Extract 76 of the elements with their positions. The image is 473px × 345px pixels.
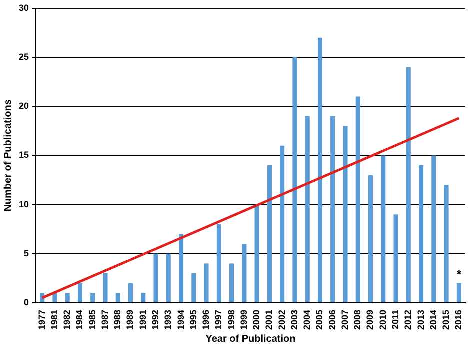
- bar: [204, 264, 209, 302]
- bar: [394, 214, 398, 302]
- x-tick-label: 2002: [276, 310, 287, 330]
- x-tick-label: 2011: [390, 310, 400, 330]
- x-tick-label: 2005: [314, 310, 325, 330]
- x-axis-title: Year of Publication: [206, 334, 296, 345]
- bar: [103, 274, 108, 302]
- x-tick-label: 1989: [125, 310, 136, 330]
- bar: [242, 244, 247, 302]
- y-tick-label: 10: [18, 199, 30, 210]
- bar: [216, 224, 222, 302]
- y-axis-title: Number of Publications: [2, 99, 14, 212]
- x-tick-label: 2016: [454, 310, 464, 330]
- bar: [456, 283, 462, 302]
- x-tick-label: 1992: [150, 310, 160, 330]
- bar: [166, 254, 171, 302]
- x-tick-label: 2012: [403, 310, 414, 330]
- y-tick-label: 15: [18, 150, 30, 160]
- bar: [141, 293, 146, 302]
- x-tick-label: 1995: [188, 310, 198, 330]
- bar: [192, 274, 196, 302]
- bar: [230, 264, 234, 302]
- x-tick-label: 1991: [138, 310, 148, 330]
- bar: [154, 254, 158, 302]
- y-tick-label: 30: [18, 2, 30, 13]
- x-tick-label: 2003: [289, 310, 300, 330]
- x-tick-label: 2006: [327, 310, 338, 330]
- bar: [116, 293, 120, 302]
- bar: [254, 204, 260, 302]
- x-tick-label: 2014: [428, 310, 438, 330]
- y-tick-label: 20: [18, 101, 30, 112]
- bar: [292, 57, 298, 302]
- bar: [419, 166, 424, 302]
- x-tick-label: 1993: [163, 310, 174, 330]
- bar: [330, 116, 336, 302]
- x-tick-label: 2010: [378, 310, 388, 330]
- x-tick-label: 1998: [226, 310, 236, 330]
- bar: [406, 67, 411, 302]
- bar: [444, 185, 449, 302]
- x-tick-label: 1981: [49, 310, 60, 330]
- y-tick-label: 0: [24, 297, 30, 308]
- bar: [179, 234, 184, 302]
- bar: [305, 116, 310, 302]
- bar: [343, 126, 348, 302]
- x-tick-label: 1997: [214, 310, 224, 330]
- y-tick-label: 5: [24, 248, 30, 258]
- bar: [318, 38, 322, 302]
- x-tick-label: 2001: [264, 310, 274, 330]
- x-tick-label: 1985: [87, 310, 98, 330]
- x-tick-label: 1977: [36, 310, 47, 330]
- bar: [128, 283, 134, 302]
- bar: [368, 175, 374, 302]
- y-tick-label: 25: [18, 52, 30, 62]
- x-tick-label: 2000: [252, 310, 262, 330]
- x-tick-label: 1999: [238, 310, 249, 330]
- x-tick-label: 2008: [352, 310, 363, 330]
- x-tick-label: 1994: [176, 310, 186, 330]
- bar: [78, 283, 82, 302]
- x-tick-label: 2015: [441, 310, 452, 330]
- bar: [65, 293, 70, 302]
- bar: [267, 166, 272, 302]
- bar: [280, 146, 285, 302]
- bar: [90, 293, 96, 302]
- x-tick-label: 1987: [100, 310, 110, 330]
- bar: [381, 156, 386, 302]
- x-tick-label: 2007: [340, 310, 350, 330]
- x-tick-label: 1982: [62, 310, 72, 330]
- x-tick-label: 1984: [74, 310, 85, 330]
- annotation: *: [456, 268, 462, 282]
- x-tick-label: 2004: [302, 310, 312, 330]
- x-tick-label: 2009: [365, 310, 376, 330]
- x-tick-label: 1996: [201, 310, 212, 330]
- bar: [356, 96, 360, 302]
- bar: [432, 156, 436, 302]
- x-tick-label: 2013: [416, 310, 426, 330]
- x-tick-label: 1988: [112, 310, 123, 330]
